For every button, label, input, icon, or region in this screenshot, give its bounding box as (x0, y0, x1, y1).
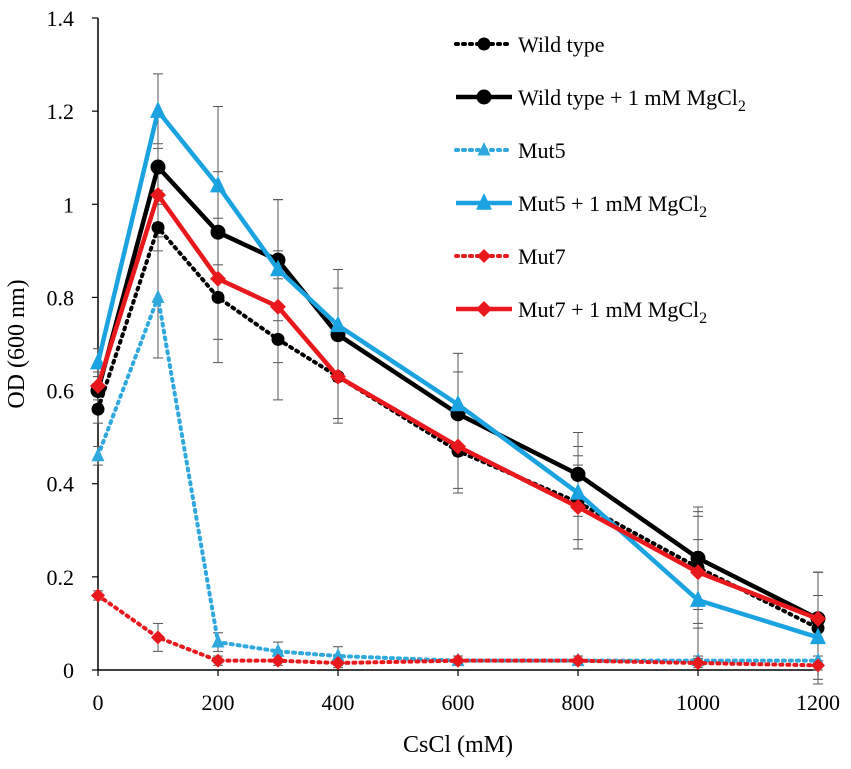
data-point-diamond (691, 656, 705, 671)
data-point-diamond (90, 377, 106, 394)
data-point-diamond (270, 298, 286, 315)
y-tick-label: 1 (63, 192, 74, 217)
x-tick-label: 400 (322, 690, 355, 715)
data-point-triangle (690, 590, 706, 607)
legend-label: Mut7 (518, 244, 566, 269)
legend-label: Wild type (518, 32, 605, 57)
y-tick-label: 0 (63, 658, 74, 683)
data-point-circle (211, 290, 225, 304)
legend-item: Mut5 (454, 138, 566, 163)
data-point-circle (476, 89, 492, 105)
x-axis-title: CsCl (mM) (403, 732, 513, 758)
data-point-triangle (477, 141, 491, 156)
data-point-triangle (151, 289, 165, 303)
legend-label: Mut5 (518, 138, 566, 163)
legend-label-text: Wild type + 1 mM MgCl (518, 85, 738, 110)
series-group (90, 101, 826, 673)
data-point-diamond (330, 368, 346, 385)
legend-label-subscript: 2 (699, 310, 707, 327)
data-point-triangle (90, 352, 106, 370)
legend-label: Mut7 + 1 mM MgCl2 (518, 297, 707, 327)
legend-label-text: Wild type (518, 32, 605, 57)
data-point-diamond (91, 588, 105, 603)
series-mut7-1-mm-mgcl (90, 186, 826, 627)
x-tick-label: 1000 (676, 690, 720, 715)
data-point-diamond (571, 653, 585, 668)
series-mut5-1-mm-mgcl (90, 101, 826, 645)
data-point-triangle (270, 259, 286, 277)
legend-label-text: Mut5 + 1 mM MgCl (518, 191, 699, 216)
data-point-triangle (810, 627, 826, 645)
y-tick-label: 0.4 (47, 472, 75, 497)
legend-item: Mut7 + 1 mM MgCl2 (456, 297, 707, 327)
data-point-circle (91, 402, 105, 416)
data-point-diamond (211, 653, 225, 668)
legend-label: Wild type + 1 mM MgCl2 (518, 85, 746, 115)
data-point-triangle (271, 643, 285, 657)
legend-label-text: Mut5 (518, 138, 566, 163)
data-point-diamond (150, 186, 166, 203)
legend-label-subscript: 2 (699, 204, 707, 221)
data-point-circle (690, 550, 706, 566)
data-point-triangle (331, 647, 345, 662)
ticks: 0 0.2 0.4 0.6 0.8 1 1.2 1.4 0 200 400 600 800 1000 120… (47, 6, 841, 715)
data-point-circle (150, 159, 166, 175)
data-point-triangle (570, 483, 586, 500)
legend-item: Mut7 (454, 244, 566, 269)
data-point-diamond (271, 653, 285, 668)
data-point-diamond (476, 301, 492, 317)
legend-label-text: Mut7 + 1 mM MgCl (518, 297, 699, 322)
data-point-diamond (690, 564, 706, 581)
data-point-diamond (450, 438, 466, 455)
data-point-diamond (477, 249, 491, 263)
data-point-circle (271, 332, 285, 346)
data-point-triangle (210, 175, 226, 193)
legend-item: Mut5 + 1 mM MgCl2 (456, 191, 707, 221)
x-tick-label: 0 (93, 690, 104, 715)
x-tick-label: 600 (442, 690, 475, 715)
series-mut7 (91, 588, 825, 673)
data-point-diamond (210, 270, 226, 287)
data-point-diamond (331, 656, 345, 671)
y-axis-title: OD (600 nm) (4, 279, 30, 408)
x-tick-label: 800 (562, 690, 595, 715)
data-point-circle (570, 466, 586, 482)
data-point-circle (151, 221, 165, 235)
y-tick-label: 0.6 (47, 379, 75, 404)
data-point-diamond (810, 610, 826, 627)
data-point-diamond (811, 658, 825, 673)
legend-item: Wild type (454, 32, 605, 57)
data-point-circle (210, 224, 226, 240)
data-point-triangle (476, 193, 492, 210)
y-tick-label: 1.2 (47, 99, 75, 124)
data-point-triangle (211, 633, 225, 648)
y-tick-label: 1.4 (47, 6, 75, 31)
y-tick-label: 0.8 (47, 285, 75, 310)
legend-label: Mut5 + 1 mM MgCl2 (518, 191, 707, 221)
legend-item: Wild type + 1 mM MgCl2 (456, 85, 746, 115)
legend-label-subscript: 2 (738, 98, 746, 115)
data-point-triangle (330, 315, 346, 333)
data-point-triangle (450, 394, 466, 412)
data-point-diamond (570, 499, 586, 515)
x-tick-label: 1200 (796, 690, 840, 715)
x-tick-label: 200 (202, 690, 235, 715)
y-tick-label: 0.2 (47, 565, 75, 590)
data-point-circle (477, 37, 491, 51)
data-point-triangle (150, 101, 166, 118)
data-point-diamond (451, 653, 465, 668)
data-point-diamond (151, 630, 165, 645)
data-point-triangle (91, 447, 105, 462)
legend-label-text: Mut7 (518, 244, 566, 269)
